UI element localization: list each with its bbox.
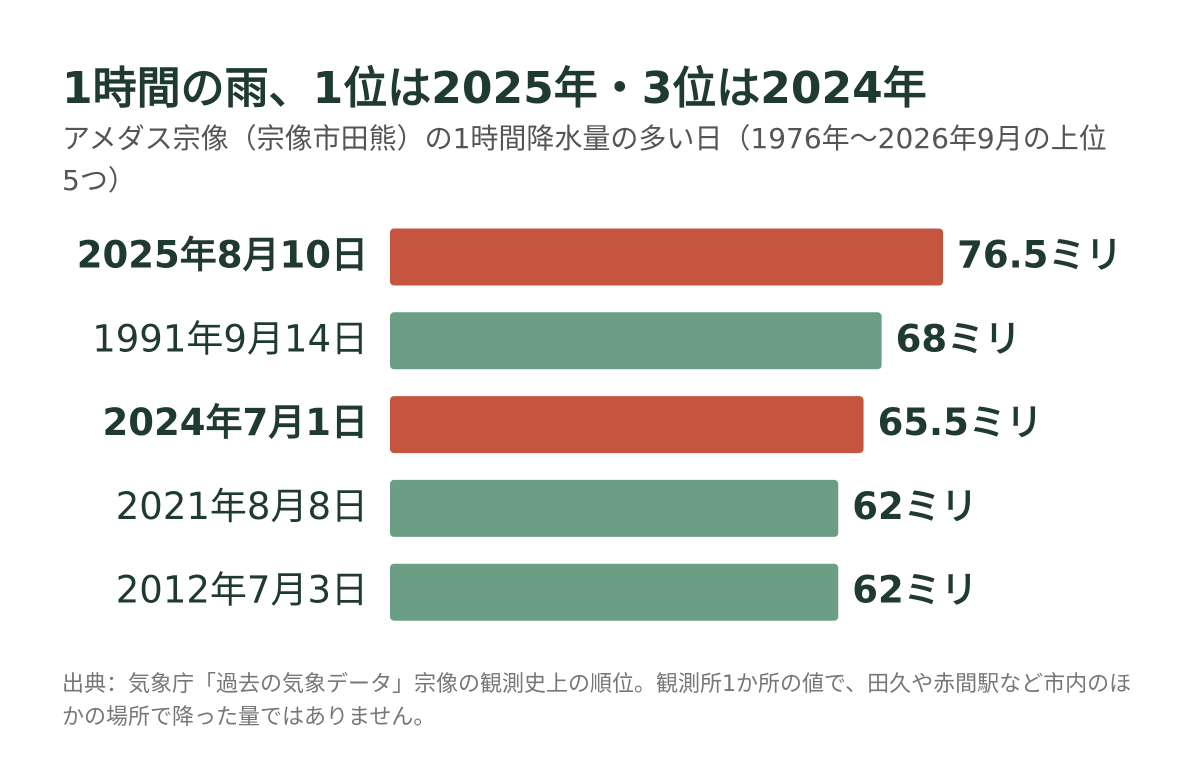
bar	[390, 563, 839, 621]
source-note: 出典：気象庁「過去の気象データ」宗像の観測史上の順位。観測所1か所の値で、田久や…	[62, 672, 1132, 730]
value-label: 76.5ミリ	[957, 234, 1122, 277]
category-label: 2025年8月10日	[77, 234, 368, 277]
value-label: 62ミリ	[852, 485, 978, 528]
category-label: 2012年7月3日	[116, 569, 368, 612]
category-label: 2021年8月8日	[116, 485, 368, 528]
bar	[390, 396, 864, 454]
value-label: 62ミリ	[852, 569, 978, 612]
value-label: 65.5ミリ	[878, 401, 1043, 444]
value-label: 68ミリ	[896, 317, 1022, 360]
chart-title: 1時間の雨、1位は2025年・3位は2024年	[62, 63, 927, 114]
chart-subtitle: アメダス宗像（宗像市田熊）の1時間降水量の多い日（1976年～2026年9月の上…	[62, 122, 1107, 197]
bar	[390, 479, 839, 537]
bar	[390, 312, 882, 370]
bar	[390, 228, 944, 286]
category-label: 2024年7月1日	[103, 401, 368, 444]
category-label: 1991年9月14日	[92, 317, 368, 360]
chart: 2025年8月10日 76.5ミリ 1991年9月14日 68ミリ 2024年7月1日 6…	[77, 228, 1122, 621]
